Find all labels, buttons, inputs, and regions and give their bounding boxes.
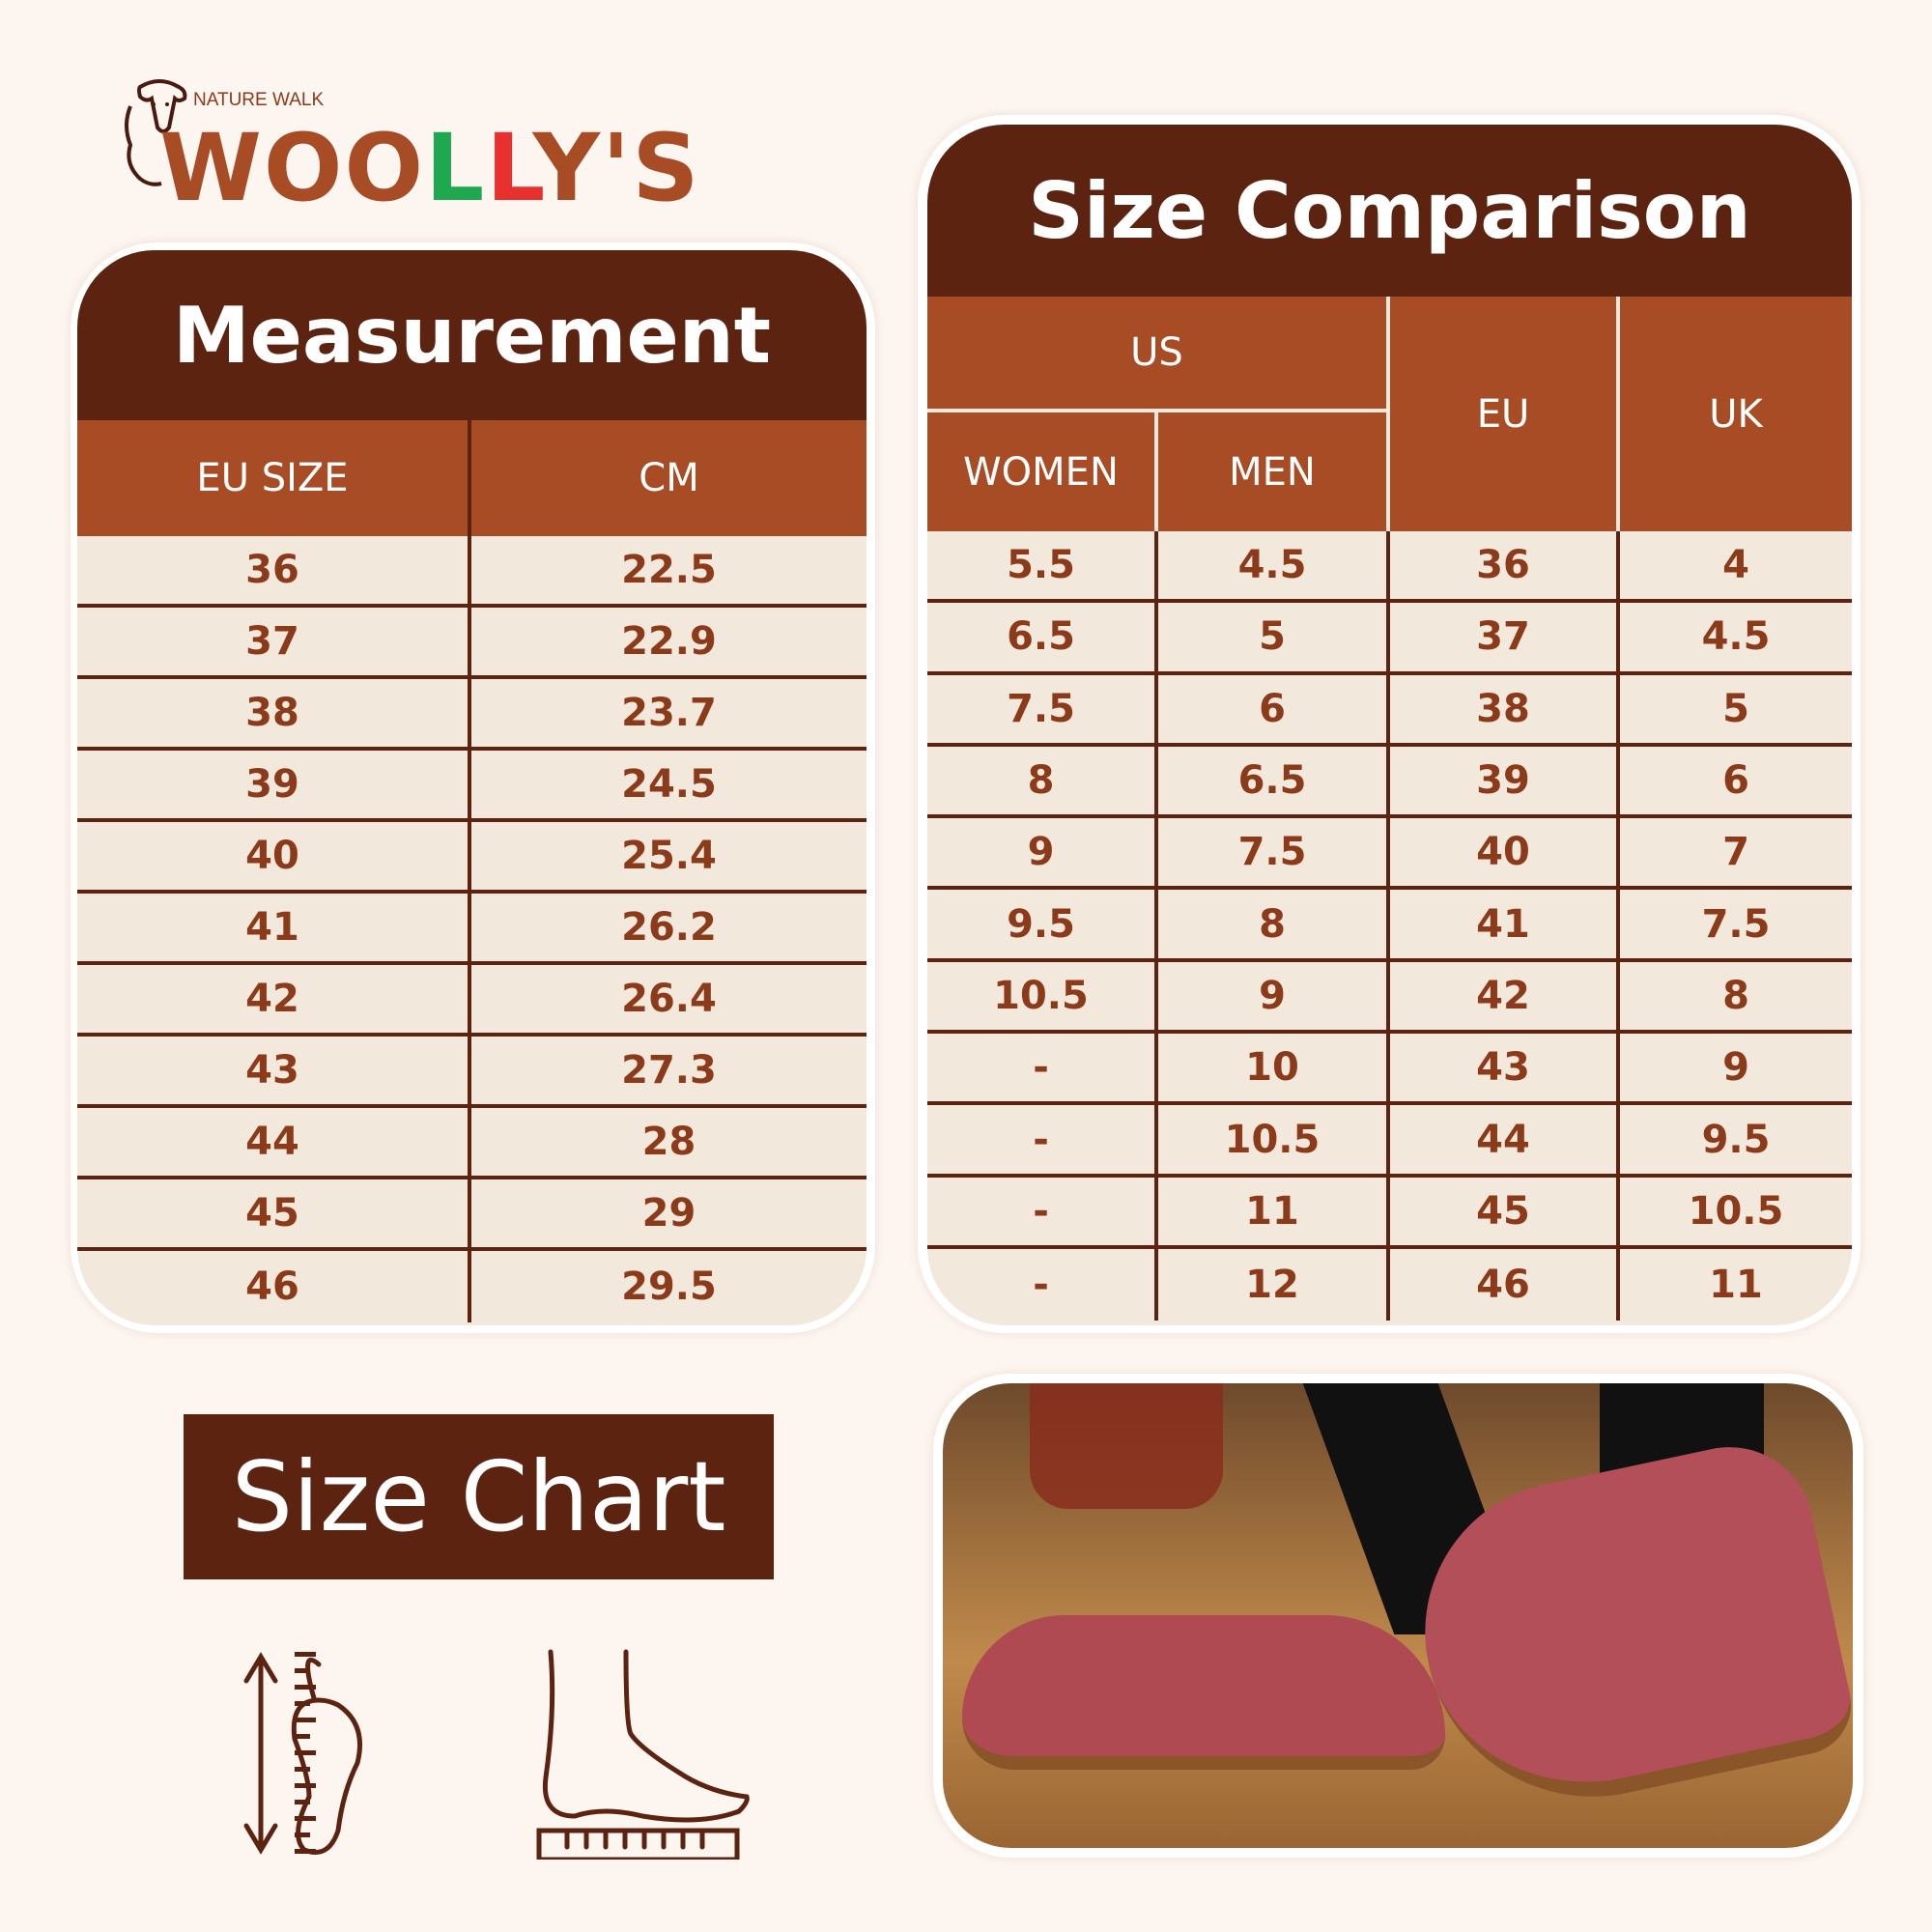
comparison-table: Size Comparison US WOMEN MEN EU UK 5.5 4.…	[927, 125, 1852, 1325]
us-men-cell: 4.5	[1158, 531, 1390, 604]
eu-size-cell: 46	[77, 1251, 471, 1322]
eu-size-cell: 37	[77, 608, 471, 679]
cm-cell: 23.7	[471, 679, 867, 751]
measurement-card: Measurement EU SIZE CM 36 22.5 37 22.9 38 23.…	[71, 242, 875, 1333]
us-women-cell: 6.5	[927, 603, 1158, 675]
logo-tagline: NATURE WALK	[193, 90, 325, 110]
logo-wordmark: WOOLLY'S	[159, 122, 701, 214]
cm-cell: 22.9	[471, 608, 867, 679]
logo-part: Y'S	[532, 114, 701, 222]
comparison-card: Size Comparison US WOMEN MEN EU UK 5.5 4.…	[918, 115, 1861, 1333]
eu-cell: 45	[1390, 1177, 1620, 1249]
eu-size-cell: 38	[77, 679, 471, 751]
eu-cell: 42	[1390, 961, 1620, 1035]
cm-cell: 26.4	[471, 965, 867, 1037]
us-men-cell: 6.5	[1158, 746, 1390, 819]
cm-cell: 29.5	[621, 1264, 717, 1309]
eu-cell: 44	[1390, 1105, 1620, 1178]
cm-cell: 22.5	[471, 536, 867, 608]
us-women-cell: -	[927, 1105, 1158, 1178]
header-eu: EU	[1390, 297, 1620, 531]
eu-size-cell: 42	[77, 965, 471, 1037]
uk-cell: 7.5	[1620, 890, 1852, 962]
us-men-cell: 6	[1158, 674, 1390, 747]
us-men-cell: 10.5	[1158, 1105, 1390, 1178]
us-women-cell: 9.5	[927, 890, 1158, 962]
header-uk: UK	[1620, 297, 1852, 531]
logo-part-green: L	[425, 114, 487, 222]
uk-cell: 4.5	[1620, 603, 1852, 675]
us-men-cell: 5	[1158, 603, 1390, 675]
us-women-cell: -	[927, 1248, 1158, 1321]
felt-shoe	[962, 1615, 1445, 1770]
comparison-header: US WOMEN MEN EU UK	[927, 297, 1852, 531]
brand-logo: NATURE WALK WOOLLY'S	[121, 77, 720, 222]
us-men-cell: 12	[1158, 1248, 1390, 1321]
us-men-cell: 11	[1158, 1177, 1390, 1249]
us-women-cell: 5.5	[927, 531, 1158, 604]
us-men-cell: 10	[1158, 1034, 1390, 1106]
uk-cell: 5	[1620, 675, 1852, 747]
uk-cell: 9	[1620, 1034, 1852, 1106]
comparison-rows: 5.5 4.5 36 4 6.5 5 37 4.5 7.5 6 38 5 8 6.5 39 6 9 7.5 40 7 9…	[927, 531, 1852, 1321]
size-chart-label: Size Chart	[184, 1414, 774, 1579]
cm-cell: 29	[471, 1179, 867, 1251]
cm-cell: 25.4	[471, 822, 867, 894]
eu-size-cell: 40	[77, 822, 471, 894]
us-men-cell: 9	[1158, 961, 1390, 1035]
eu-cell: 39	[1390, 746, 1620, 819]
uk-cell: 10.5	[1620, 1178, 1852, 1249]
sheep-icon	[125, 79, 187, 186]
uk-cell: 6	[1620, 747, 1852, 819]
measurement-title: Measurement	[77, 250, 867, 420]
us-women-cell: -	[927, 1034, 1158, 1106]
uk-cell: 4	[1620, 531, 1852, 604]
product-photo	[943, 1383, 1853, 1848]
logo-part: WOO	[159, 114, 426, 222]
eu-size-cell: 45	[77, 1179, 471, 1251]
cm-cell: 24.5	[471, 751, 867, 822]
header-us: US	[927, 297, 1390, 412]
uk-cell: 7	[1620, 818, 1852, 891]
cm-cell: 26.2	[471, 894, 867, 965]
eu-size-cell: 36	[77, 536, 471, 608]
background-vase	[1030, 1383, 1223, 1509]
us-men-cell: 8	[1158, 890, 1390, 962]
us-women-cell: -	[927, 1177, 1158, 1249]
us-women-cell: 8	[927, 746, 1158, 819]
eu-cell: 36	[1390, 531, 1620, 604]
us-men-cell: 7.5	[1158, 818, 1390, 891]
us-women-cell: 7.5	[927, 674, 1158, 747]
uk-cell: 9.5	[1620, 1105, 1852, 1178]
header-cm: CM	[471, 420, 867, 536]
foot-length-ruler-icon	[243, 1652, 362, 1855]
eu-cell: 38	[1390, 674, 1620, 747]
header-men: MEN	[1158, 412, 1390, 531]
us-women-cell: 9	[927, 818, 1158, 891]
eu-size-cell: 39	[77, 751, 471, 822]
measurement-rows: 36 22.5 37 22.9 38 23.7 39 24.5 40 25.4 41 26.2 42 26…	[77, 536, 867, 1322]
uk-cell: 11	[1709, 1263, 1763, 1308]
header-women: WOMEN	[927, 412, 1158, 531]
logo-part-red: L	[486, 114, 533, 222]
comparison-title: Size Comparison	[927, 125, 1852, 297]
eu-cell: 41	[1390, 890, 1620, 962]
eu-cell: 40	[1390, 818, 1620, 891]
eu-size-cell: 44	[77, 1108, 471, 1179]
eu-cell: 46	[1390, 1248, 1620, 1321]
uk-cell: 8	[1620, 962, 1852, 1035]
measurement-table: Measurement EU SIZE CM 36 22.5 37 22.9 38 23.…	[77, 250, 867, 1325]
header-eu-size: EU SIZE	[77, 420, 471, 536]
foot-side-ruler-icon	[536, 1649, 750, 1860]
eu-cell: 37	[1390, 603, 1620, 675]
cm-cell: 27.3	[471, 1037, 867, 1108]
eu-cell: 43	[1390, 1034, 1620, 1106]
eu-size-cell: 43	[77, 1037, 471, 1108]
cm-cell: 28	[471, 1108, 867, 1179]
eu-size-cell: 41	[77, 894, 471, 965]
us-women-cell: 10.5	[927, 961, 1158, 1035]
